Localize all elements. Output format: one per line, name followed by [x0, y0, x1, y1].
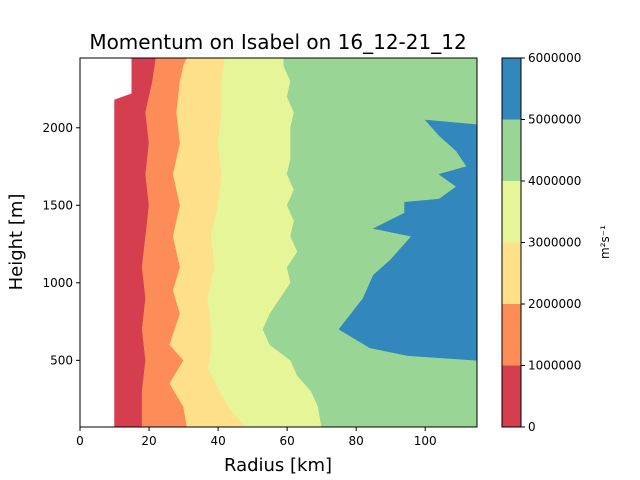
plot-frame: [79, 57, 478, 428]
colorbar-swatch: [502, 58, 521, 120]
chart-title: Momentum on Isabel on 16_12-21_12: [89, 30, 466, 54]
colorbar-label: m²s⁻¹: [598, 225, 612, 259]
y-tick-label: 1500: [42, 198, 73, 212]
y-tick-label: 1000: [42, 276, 73, 290]
y-tick-label: 500: [50, 353, 73, 367]
x-axis-label: Radius [km]: [224, 455, 332, 476]
colorbar-tick-label: 5000000: [528, 113, 581, 127]
colorbar-swatch: [502, 119, 521, 181]
colorbar-swatch: [502, 365, 521, 427]
x-tick-label: 0: [76, 434, 84, 448]
colorbar-tick-label: 1000000: [528, 359, 581, 373]
plot-area: [79, 57, 478, 428]
colorbar-swatch: [502, 181, 521, 243]
colorbar-swatch: [502, 304, 521, 366]
colorbar-swatch: [502, 242, 521, 304]
colorbar-tick-label: 3000000: [528, 236, 581, 250]
x-tick-label: 80: [349, 434, 364, 448]
y-tick-label: 2000: [42, 121, 73, 135]
x-tick-label: 60: [279, 434, 294, 448]
colorbar: 0 1000000 2000000 3000000 4000000 5000000 6000…: [501, 51, 581, 434]
colorbar-tick-label: 0: [528, 420, 536, 434]
contour-band-5: [338, 119, 478, 427]
y-axis-label: Height [m]: [6, 194, 27, 291]
x-tick-label: 100: [414, 434, 437, 448]
x-axis: 0 20 40 60 80 100: [76, 427, 437, 448]
colorbar-tick-label: 2000000: [528, 297, 581, 311]
y-axis: 500 1000 1500 2000: [42, 121, 80, 367]
x-tick-label: 40: [210, 434, 225, 448]
x-tick-label: 20: [141, 434, 156, 448]
colorbar-tick-label: 6000000: [528, 51, 581, 65]
colorbar-tick-label: 4000000: [528, 174, 581, 188]
